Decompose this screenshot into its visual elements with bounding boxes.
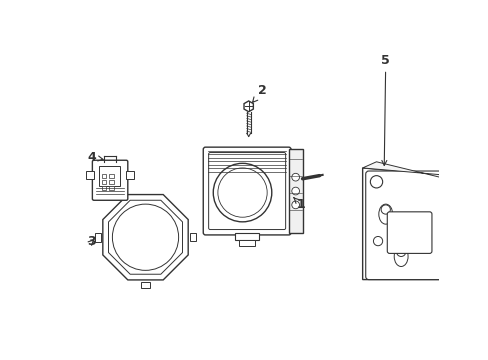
Bar bbox=[109, 186, 114, 190]
Polygon shape bbox=[450, 176, 464, 280]
Text: 4: 4 bbox=[87, 150, 103, 164]
Text: 3: 3 bbox=[87, 235, 96, 248]
Bar bbox=[190, 233, 196, 241]
Polygon shape bbox=[362, 162, 464, 183]
Circle shape bbox=[419, 228, 428, 237]
Circle shape bbox=[454, 191, 462, 199]
Text: 5: 5 bbox=[381, 54, 389, 166]
Bar bbox=[102, 186, 106, 190]
Circle shape bbox=[218, 168, 266, 217]
Polygon shape bbox=[102, 194, 188, 280]
Bar bbox=[239, 240, 254, 247]
Bar bbox=[95, 233, 101, 242]
Ellipse shape bbox=[416, 227, 430, 247]
Circle shape bbox=[112, 204, 178, 270]
Ellipse shape bbox=[393, 247, 407, 266]
Text: 2: 2 bbox=[252, 85, 266, 102]
Ellipse shape bbox=[378, 204, 392, 224]
Polygon shape bbox=[362, 168, 450, 280]
Polygon shape bbox=[108, 200, 182, 274]
Circle shape bbox=[380, 205, 389, 214]
Bar bbox=[234, 233, 259, 240]
Bar bbox=[288, 149, 302, 233]
Bar bbox=[102, 180, 106, 184]
Circle shape bbox=[369, 176, 382, 188]
Circle shape bbox=[291, 173, 299, 181]
FancyBboxPatch shape bbox=[92, 160, 127, 200]
Bar bbox=[109, 174, 114, 177]
FancyBboxPatch shape bbox=[203, 147, 290, 235]
Circle shape bbox=[396, 247, 405, 256]
Circle shape bbox=[291, 201, 299, 209]
Circle shape bbox=[454, 253, 462, 260]
Text: 1: 1 bbox=[293, 198, 305, 211]
FancyBboxPatch shape bbox=[208, 153, 285, 230]
Bar bbox=[109, 180, 114, 184]
Polygon shape bbox=[244, 101, 253, 112]
Bar bbox=[126, 171, 134, 179]
Circle shape bbox=[291, 187, 299, 195]
Circle shape bbox=[213, 163, 271, 222]
FancyBboxPatch shape bbox=[386, 212, 431, 253]
FancyBboxPatch shape bbox=[365, 171, 450, 280]
Bar bbox=[141, 282, 150, 288]
Bar bbox=[102, 174, 106, 177]
Circle shape bbox=[373, 237, 382, 246]
Bar bbox=[86, 171, 94, 179]
FancyBboxPatch shape bbox=[99, 166, 120, 186]
